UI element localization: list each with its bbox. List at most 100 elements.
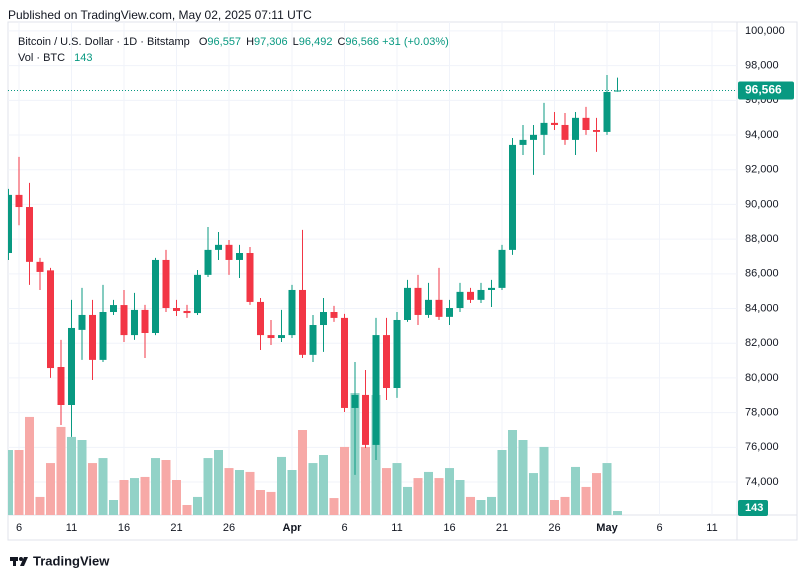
volume-bar	[382, 468, 391, 515]
ohlc-prefix: O	[198, 36, 208, 48]
volume-bar	[119, 480, 129, 515]
candle-body	[120, 305, 128, 336]
candle-body	[288, 289, 296, 336]
volume-bar	[214, 450, 223, 515]
candle-body	[530, 134, 537, 140]
x-tick-label: 26	[548, 522, 560, 534]
candle-body	[8, 194, 12, 254]
y-tick-label: 80,000	[745, 372, 779, 384]
candle-body	[414, 287, 422, 315]
candle-body	[435, 299, 443, 317]
candle-body	[341, 317, 348, 408]
candle-body	[509, 144, 516, 250]
ohlc-values: O96,557 H97,306 L96,492 C96,566	[193, 36, 382, 48]
candle-body	[78, 314, 86, 330]
x-tick-label: May	[596, 522, 618, 534]
candle-body	[383, 335, 390, 388]
ohlc-value: 97,306	[254, 36, 288, 48]
candle-body	[225, 244, 233, 260]
volume-bar	[287, 470, 297, 515]
candle-body	[246, 253, 254, 302]
candle-body	[15, 194, 23, 208]
y-tick-label: 92,000	[745, 164, 779, 176]
candle-body	[110, 305, 117, 313]
volume-bar	[109, 500, 118, 515]
candle-body	[593, 130, 600, 132]
candle-body	[162, 259, 170, 309]
candle-body	[215, 244, 222, 250]
volume-bar	[539, 446, 549, 515]
volume-bar	[508, 430, 517, 515]
x-tick-label: 16	[118, 522, 130, 534]
y-tick-label: 98,000	[745, 60, 779, 72]
candle-body	[582, 117, 590, 130]
volume-bar	[571, 466, 580, 515]
x-tick-label: 11	[66, 522, 77, 534]
volume-bar	[56, 426, 66, 515]
volume-bar	[413, 478, 423, 515]
y-tick-label: 74,000	[745, 476, 779, 488]
chart-frame	[7, 21, 798, 541]
y-tick-label: 94,000	[745, 129, 779, 141]
volume-bar	[182, 505, 192, 515]
candle-body	[152, 259, 159, 333]
candle-body	[99, 312, 107, 360]
candle-body	[446, 308, 453, 317]
volume-bar	[67, 436, 76, 515]
volume-tag-label: 143	[745, 502, 763, 514]
volume-bar	[14, 450, 24, 515]
volume-bar	[130, 478, 139, 515]
volume-bar	[193, 496, 202, 515]
volume-bar	[235, 470, 244, 515]
volume-bar	[518, 440, 528, 515]
volume-bar	[224, 468, 234, 515]
volume-tag	[738, 500, 768, 516]
candle-body	[257, 301, 264, 336]
candle-body	[330, 312, 338, 318]
volume-bar	[266, 491, 276, 515]
candle-body	[603, 92, 611, 132]
x-tick-label: 11	[391, 522, 402, 534]
volume-bar	[529, 473, 538, 515]
legend-line: Bitcoin / U.S. Dollar · 1D · Bitstamp O9…	[18, 36, 449, 48]
y-tick-label: 86,000	[745, 268, 779, 280]
candle-body	[309, 325, 317, 355]
volume-bar	[172, 480, 181, 515]
volume-bar	[340, 446, 349, 515]
candle-body	[267, 335, 275, 339]
y-tick-label: 84,000	[745, 302, 779, 314]
candle-body	[89, 314, 96, 360]
candle-body	[26, 207, 33, 262]
x-tick-label: 6	[341, 522, 347, 534]
candle-body	[551, 122, 558, 125]
x-tick-label: 6	[16, 522, 22, 534]
candle-body	[467, 291, 474, 300]
ohlc-prefix: C	[337, 36, 346, 48]
volume-bar	[455, 480, 465, 515]
volume-bar	[424, 471, 433, 515]
change: +31 (+0.03%)	[382, 36, 449, 48]
volume-bar	[46, 463, 55, 515]
volume-bar	[466, 496, 475, 515]
candle-body	[183, 310, 191, 314]
ohlc-value: 96,566	[345, 36, 380, 48]
ohlc-prefix: H	[246, 36, 255, 48]
x-tick-label: 21	[496, 522, 508, 534]
volume-bar	[329, 498, 339, 515]
y-tick-label: 82,000	[745, 337, 779, 349]
volume-bar	[476, 500, 486, 515]
last-price-label: 96,566	[745, 83, 782, 97]
candle-body	[131, 309, 138, 336]
candle-body	[141, 309, 149, 333]
x-tick-label: Apr	[283, 522, 303, 534]
volume-bar	[613, 511, 622, 515]
y-tick-label: 90,000	[745, 198, 779, 210]
volume-bar	[77, 440, 87, 515]
candle-body	[299, 289, 306, 355]
candle-body	[320, 312, 327, 326]
y-tick-label: 88,000	[745, 233, 779, 245]
brand-logo	[10, 557, 28, 566]
volume-bar	[140, 476, 150, 515]
